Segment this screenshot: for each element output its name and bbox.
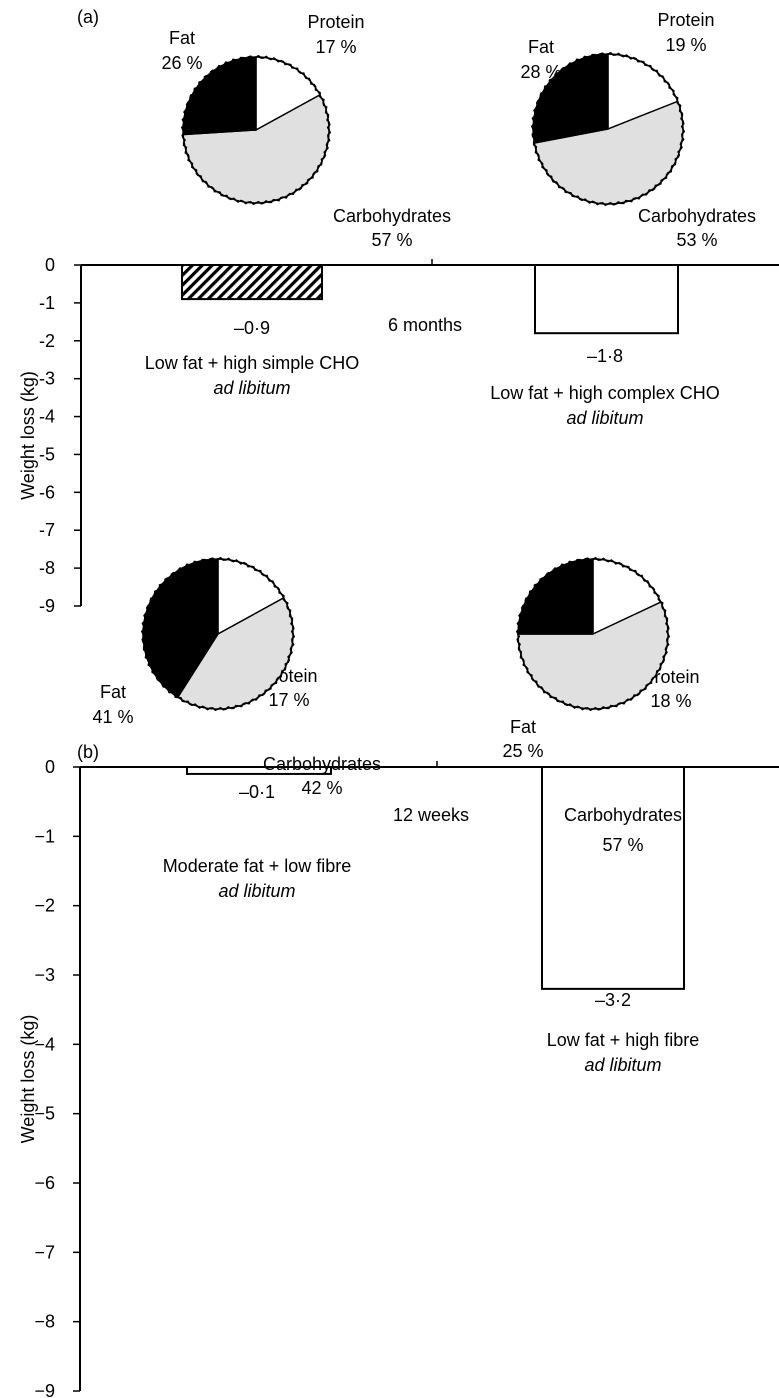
- pie-value-fat: 41 %: [92, 707, 133, 727]
- y-tick-label: −8: [34, 1312, 55, 1332]
- pie-value-fat: 25 %: [502, 741, 543, 761]
- pie-label-protein: Protein: [657, 10, 714, 30]
- duration-label: 6 months: [388, 315, 462, 335]
- y-tick-label: −9: [34, 1381, 55, 1398]
- y-tick-label: -1: [39, 293, 55, 313]
- pie-label-carbohydrates: Carbohydrates: [564, 805, 682, 825]
- pie-value-carbohydrates: 53 %: [676, 230, 717, 250]
- pie-label-protein: Protein: [307, 12, 364, 32]
- pie-label-fat: Fat: [510, 717, 536, 737]
- panel-a: (a) 0 -1 -2 -3 -4 -5 -6 -7 -8 -9 Weight loss (kg) 6 …: [18, 7, 779, 616]
- pie-value-carbohydrates: 57 %: [371, 230, 412, 250]
- pie-value-carbohydrates: 57 %: [602, 835, 643, 855]
- y-tick-label: −4: [34, 1034, 55, 1054]
- diet-label: Moderate fat + low fibre: [163, 856, 352, 876]
- pie-value-protein: 17 %: [268, 690, 309, 710]
- pie-outline: [140, 556, 296, 712]
- bar-value-label: –1·8: [587, 346, 623, 366]
- y-tick-label: -8: [39, 558, 55, 578]
- y-tick-label: −2: [34, 896, 55, 916]
- pie-value-fat: 28 %: [520, 62, 561, 82]
- bar-1: [541, 766, 685, 990]
- y-tick-label: −3: [34, 965, 55, 985]
- y-tick-label: 0: [45, 255, 55, 275]
- pie-outline: [180, 54, 332, 206]
- pie-value-protein: 18 %: [650, 691, 691, 711]
- y-tick-label: -5: [39, 444, 55, 464]
- pie-value-protein: 17 %: [315, 37, 356, 57]
- diet-label: Low fat + high simple CHO: [145, 353, 360, 373]
- diet-sublabel: ad libitum: [213, 378, 290, 398]
- pie-label-carbohydrates: Carbohydrates: [333, 206, 451, 226]
- bar-0: [186, 766, 332, 775]
- bar-value-label: –3·2: [595, 990, 631, 1010]
- pie-outline: [515, 556, 671, 712]
- bar-value-label: –0·1: [239, 782, 275, 802]
- y-tick-label: -7: [39, 520, 55, 540]
- pie-outline: [530, 51, 686, 207]
- y-axis-label: Weight loss (kg): [18, 371, 38, 500]
- pie-label-fat: Fat: [169, 28, 195, 48]
- pie-label-carbohydrates: Carbohydrates: [638, 206, 756, 226]
- pie-label-fat: Fat: [528, 37, 554, 57]
- diet-sublabel: ad libitum: [584, 1055, 661, 1075]
- y-tick-label: -2: [39, 331, 55, 351]
- bar-value-label: –0·9: [234, 318, 270, 338]
- diet-label: Low fat + high complex CHO: [490, 383, 720, 403]
- pie-value-protein: 19 %: [665, 35, 706, 55]
- pie-label-carbohydrates: Carbohydrates: [263, 754, 381, 774]
- y-tick-label: -3: [39, 369, 55, 389]
- duration-label: 12 weeks: [393, 805, 469, 825]
- bar-1: [534, 264, 679, 335]
- diet-sublabel: ad libitum: [218, 881, 295, 901]
- pie-value-fat: 26 %: [161, 53, 202, 73]
- y-tick-label: 0: [45, 757, 55, 777]
- y-tick-label: -6: [39, 482, 55, 502]
- panel-label: (a): [77, 7, 99, 27]
- y-tick-label: −1: [34, 826, 55, 846]
- bar-0: [181, 264, 323, 301]
- pie-value-carbohydrates: 42 %: [301, 778, 342, 798]
- diet-sublabel: ad libitum: [566, 408, 643, 428]
- y-tick-label: -4: [39, 407, 55, 427]
- panel-b: (b) 0 −1 −2 −3 −4 −5 −6 −7 −8 −9 Weight loss (kg) 12…: [18, 556, 779, 1398]
- diet-label: Low fat + high fibre: [547, 1030, 700, 1050]
- panel-label: (b): [77, 742, 99, 762]
- y-axis-label: Weight loss (kg): [18, 1015, 38, 1144]
- y-tick-label: −6: [34, 1173, 55, 1193]
- y-tick-label: -9: [39, 596, 55, 616]
- pie-label-fat: Fat: [100, 682, 126, 702]
- y-tick-label: −7: [34, 1242, 55, 1262]
- y-tick-label: −5: [34, 1104, 55, 1124]
